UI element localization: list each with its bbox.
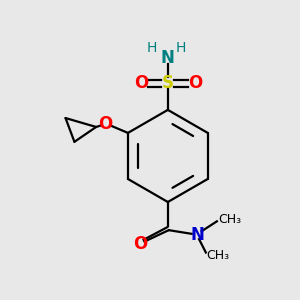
Text: H: H xyxy=(146,41,157,56)
Text: CH₃: CH₃ xyxy=(206,249,230,262)
Text: N: N xyxy=(190,226,205,244)
Text: S: S xyxy=(162,74,174,92)
Text: O: O xyxy=(134,235,148,253)
Text: O: O xyxy=(98,115,113,133)
Text: CH₃: CH₃ xyxy=(218,213,242,226)
Text: O: O xyxy=(188,74,202,92)
Text: H: H xyxy=(176,41,186,56)
Text: N: N xyxy=(161,49,175,67)
Text: O: O xyxy=(134,74,148,92)
